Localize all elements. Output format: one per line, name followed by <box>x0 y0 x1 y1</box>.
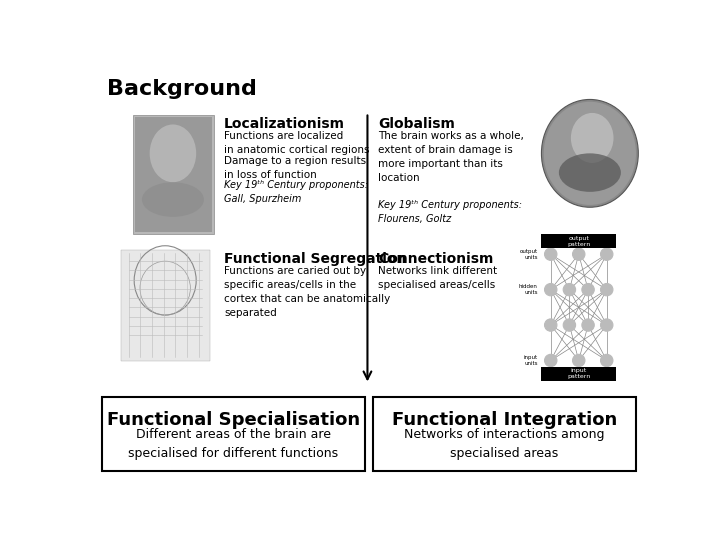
Bar <box>102 397 365 470</box>
Circle shape <box>563 284 575 296</box>
Circle shape <box>544 319 557 331</box>
Text: Functions are caried out by
specific areas/cells in the
cortex that can be anato: Functions are caried out by specific are… <box>224 266 390 318</box>
Text: Networks of interactions among
specialised areas: Networks of interactions among specialis… <box>405 428 605 460</box>
Ellipse shape <box>544 102 636 205</box>
Text: input
units: input units <box>523 355 538 366</box>
Ellipse shape <box>541 99 639 207</box>
Text: Functions are localized
in anatomic cortical regions: Functions are localized in anatomic cort… <box>224 131 369 155</box>
Text: output
pattern: output pattern <box>567 236 590 247</box>
Bar <box>541 234 616 248</box>
Text: Connectionism: Connectionism <box>378 252 494 266</box>
Bar <box>541 367 616 381</box>
Circle shape <box>544 284 557 296</box>
Text: Key 19ᵗʰ Century proponents:
Flourens, Goltz: Key 19ᵗʰ Century proponents: Flourens, G… <box>378 200 522 224</box>
Text: Functional Specialisation: Functional Specialisation <box>107 411 360 429</box>
Text: Localizationism: Localizationism <box>224 117 345 131</box>
Circle shape <box>582 319 594 331</box>
Circle shape <box>600 248 613 260</box>
Text: Functional Segregation: Functional Segregation <box>224 252 407 266</box>
Circle shape <box>563 319 575 331</box>
Bar <box>373 397 636 470</box>
Ellipse shape <box>150 125 196 182</box>
Bar <box>135 117 212 232</box>
Text: Functional Integration: Functional Integration <box>392 411 617 429</box>
Ellipse shape <box>142 182 204 217</box>
Text: input
pattern: input pattern <box>567 368 590 379</box>
Ellipse shape <box>571 113 613 163</box>
Circle shape <box>600 319 613 331</box>
Circle shape <box>582 284 594 296</box>
Circle shape <box>544 354 557 367</box>
Circle shape <box>572 354 585 367</box>
Text: Networks link different
specialised areas/cells: Networks link different specialised area… <box>378 266 498 290</box>
Ellipse shape <box>559 153 621 192</box>
Text: Globalism: Globalism <box>378 117 455 131</box>
Text: Damage to a region results
in loss of function: Damage to a region results in loss of fu… <box>224 156 366 180</box>
Text: Background: Background <box>107 79 257 99</box>
Circle shape <box>600 284 613 296</box>
Bar <box>132 115 214 234</box>
Circle shape <box>572 248 585 260</box>
Text: Different areas of the brain are
specialised for different functions: Different areas of the brain are special… <box>128 428 338 460</box>
Text: output
units: output units <box>519 248 538 260</box>
Bar <box>121 249 210 361</box>
Text: Key 19ᵗʰ Century proponents:
Gall, Spurzheim: Key 19ᵗʰ Century proponents: Gall, Spurz… <box>224 180 368 204</box>
Text: hidden
units: hidden units <box>518 284 538 295</box>
Circle shape <box>544 248 557 260</box>
Text: The brain works as a whole,
extent of brain damage is
more important than its
lo: The brain works as a whole, extent of br… <box>378 131 524 183</box>
Circle shape <box>600 354 613 367</box>
